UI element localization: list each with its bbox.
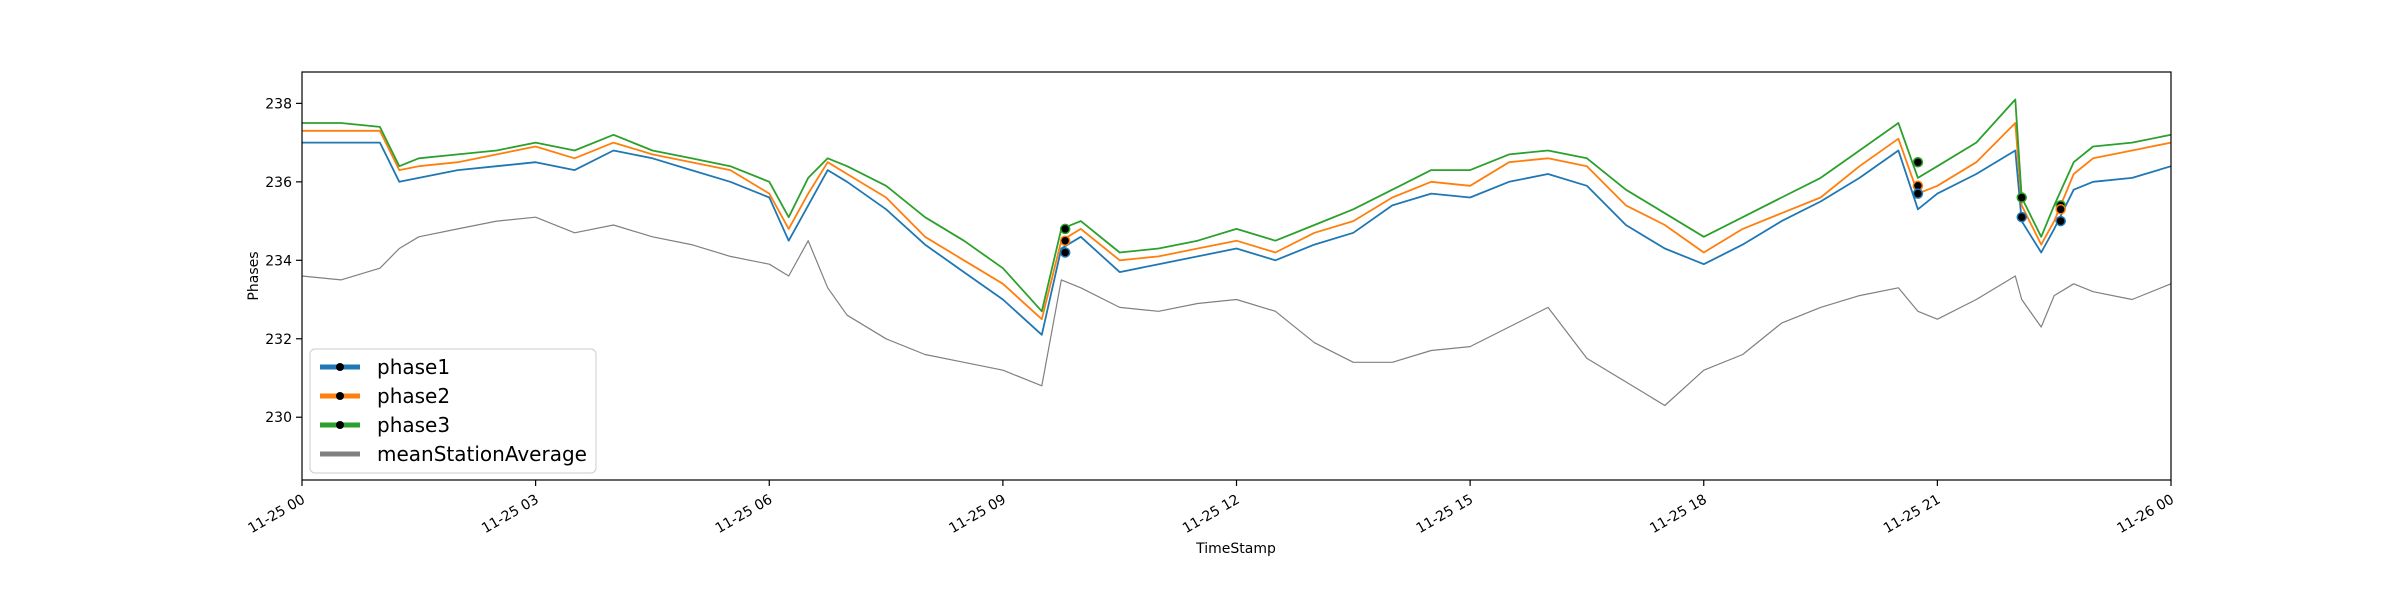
phase1-line (302, 141, 2172, 336)
legend: phase1 phase2 phase3 meanStationAverage (309, 348, 597, 474)
phase3-marker (1059, 223, 1071, 235)
x-tick-label: 11-25 15 (1414, 492, 1477, 537)
y-axis: 230 232 234 236 238 (265, 96, 302, 426)
marker-layer (1059, 156, 2066, 258)
x-axis-label: TimeStamp (1195, 541, 1276, 557)
phase1-legend-label: phase1 (377, 355, 450, 379)
phase1-legend-marker (336, 363, 344, 371)
y-axis-label: Phases (246, 251, 262, 300)
y-tick-label: 234 (265, 253, 292, 269)
phase1-marker (1059, 247, 1071, 258)
x-axis: 11-25 00 11-25 03 11-25 06 11-25 09 11-25 12… (245, 480, 2177, 537)
phase2-legend-marker (336, 392, 344, 400)
phase2-marker (1059, 235, 1071, 246)
x-tick-label: 11-25 06 (713, 492, 776, 537)
x-tick-label: 11-25 09 (946, 492, 1009, 537)
phase3-line (302, 98, 2172, 313)
x-tick-label: 11-25 21 (1881, 492, 1944, 537)
phase3-legend-marker (336, 421, 344, 429)
phase2-line (302, 122, 2172, 321)
legend-entries: phase1 phase2 phase3 meanStationAverage (320, 355, 587, 466)
y-tick-label: 230 (265, 410, 292, 426)
x-tick-label: 11-25 03 (479, 492, 542, 537)
x-tick-label: 11-25 18 (1647, 492, 1710, 537)
phase2-marker (2055, 204, 2066, 215)
plot-area (302, 72, 2171, 480)
series-layer (301, 98, 2172, 407)
phase1-marker (2055, 215, 2066, 227)
y-tick-label: 232 (265, 332, 292, 348)
x-tick-label: 11-25 00 (245, 492, 308, 537)
y-tick-label: 236 (265, 175, 292, 191)
phase3-marker (2016, 192, 2027, 203)
phase1-marker (1912, 188, 1924, 199)
phase3-legend-label: phase3 (377, 413, 450, 437)
phase1-marker (2016, 211, 2027, 223)
x-tick-label: 11-25 12 (1180, 492, 1243, 537)
meanStationAverage-legend-label: meanStationAverage (377, 442, 587, 466)
x-tick-label: 11-26 00 (2114, 492, 2177, 537)
phase2-legend-label: phase2 (377, 384, 450, 408)
phase3-marker (1912, 156, 1924, 168)
y-tick-label: 238 (265, 96, 292, 112)
meanStationAverage-line (301, 216, 2172, 407)
legend-box (309, 348, 597, 474)
